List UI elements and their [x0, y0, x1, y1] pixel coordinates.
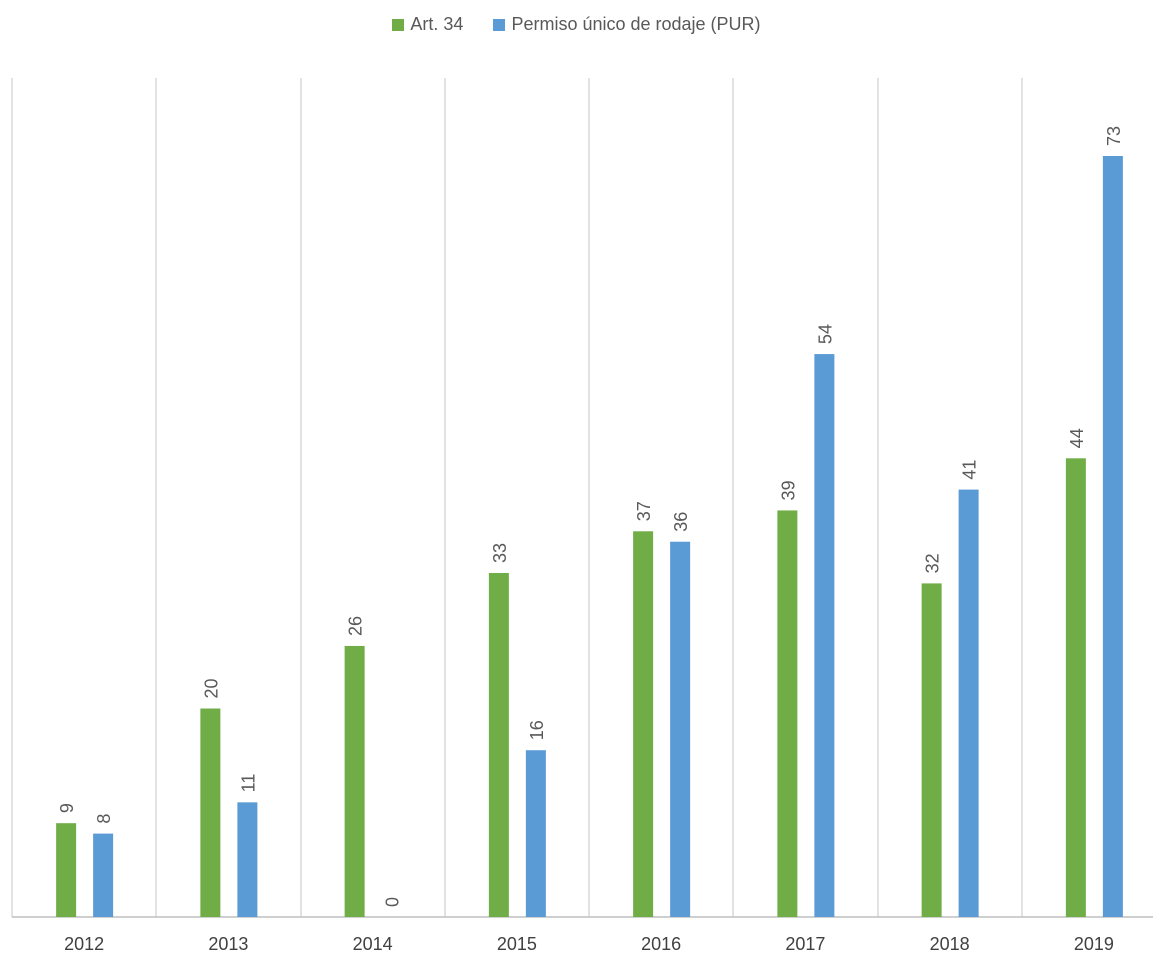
legend-item-pur: Permiso único de rodaje (PUR)	[493, 14, 761, 35]
bar	[237, 802, 258, 917]
data-label: 11	[238, 774, 258, 793]
data-label: 41	[960, 460, 980, 480]
bar	[633, 531, 654, 917]
bar	[921, 583, 942, 917]
data-label: 0	[383, 897, 403, 907]
bar	[56, 823, 77, 917]
x-tick-label: 2019	[1074, 934, 1114, 954]
bar	[958, 489, 979, 917]
bar	[525, 750, 546, 917]
x-tick-label: 2012	[64, 934, 104, 954]
bar	[814, 354, 835, 917]
bar	[1065, 458, 1086, 917]
data-label: 73	[1104, 126, 1124, 146]
bar	[200, 708, 221, 917]
x-tick-label: 2017	[785, 934, 825, 954]
data-label: 44	[1067, 428, 1087, 448]
data-label: 8	[94, 814, 114, 824]
data-label: 9	[57, 803, 77, 813]
data-label: 32	[923, 553, 943, 573]
data-label: 16	[527, 720, 547, 740]
legend-swatch-art34	[392, 18, 405, 31]
x-tick-label: 2016	[641, 934, 681, 954]
data-label: 20	[201, 678, 221, 698]
data-label: 37	[634, 501, 654, 521]
legend: Art. 34 Permiso único de rodaje (PUR)	[0, 14, 1153, 35]
legend-item-art34: Art. 34	[392, 14, 463, 35]
data-label: 36	[671, 512, 691, 532]
legend-label-art34: Art. 34	[410, 14, 464, 34]
legend-label-pur: Permiso único de rodaje (PUR)	[511, 14, 761, 34]
data-label: 26	[346, 616, 366, 636]
data-label: 33	[490, 543, 510, 563]
data-label: 54	[815, 324, 835, 344]
legend-swatch-pur	[493, 18, 506, 31]
data-label: 39	[778, 480, 798, 500]
x-tick-label: 2015	[497, 934, 537, 954]
x-tick-label: 2014	[353, 934, 393, 954]
x-tick-label: 2018	[930, 934, 970, 954]
bar	[93, 833, 114, 917]
bar	[488, 572, 509, 917]
bar	[1102, 156, 1123, 917]
bar	[344, 645, 365, 917]
bar	[777, 510, 798, 917]
x-tick-label: 2013	[208, 934, 248, 954]
bar	[670, 541, 691, 917]
